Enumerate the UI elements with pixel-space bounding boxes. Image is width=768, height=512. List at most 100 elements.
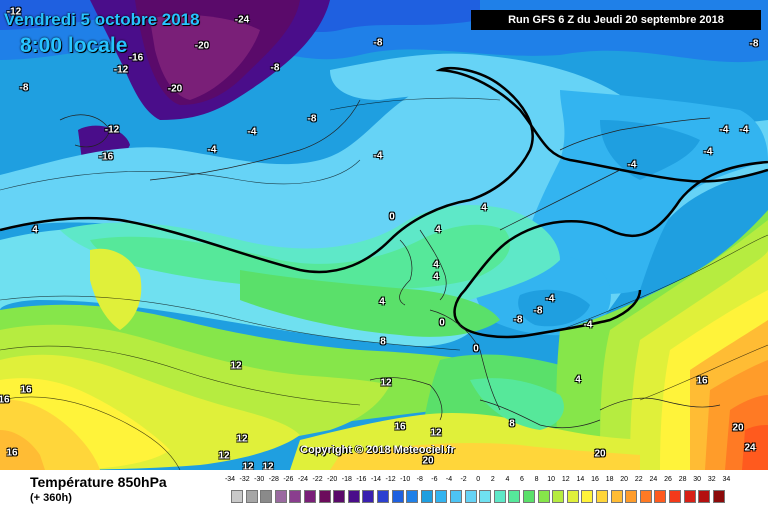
copyright: Copyright © 2018 Meteociel.fr [300, 444, 455, 456]
isotherm-label: -8 [19, 82, 29, 94]
scale-tick-label: -6 [431, 476, 438, 483]
model-run-label: Run GFS 6 Z du Jeudi 20 septembre 2018 [471, 10, 761, 30]
isotherm-label: -8 [513, 314, 523, 326]
isotherm-label: 16 [6, 447, 18, 459]
scale-color-cell [245, 490, 258, 503]
isotherm-label: 16 [394, 421, 406, 433]
scale-color-cell [347, 490, 360, 503]
scale-tick-label: 2 [490, 476, 495, 483]
scale-color-cell [274, 490, 287, 503]
isotherm-label: -4 [739, 124, 749, 136]
isotherm-label: 4 [433, 271, 439, 283]
scale-tick-label: 0 [476, 476, 481, 483]
scale-tick-label: 8 [534, 476, 539, 483]
isotherm-label: -8 [749, 38, 759, 50]
forecast-date: Vendredi 5 octobre 2018 [4, 10, 200, 29]
scale-color-cell [377, 490, 389, 503]
scale-tick-label: 12 [561, 476, 570, 483]
isotherm-label: -4 [545, 293, 555, 305]
scale-color-cell [537, 490, 550, 503]
scale-tick-label: 26 [664, 476, 672, 483]
scale-tick-label: -28 [268, 476, 279, 483]
isotherm-label: -4 [627, 159, 637, 171]
scale-tick-label: 20 [620, 476, 629, 483]
isotherm-label: -12 [113, 64, 129, 76]
scale-color-cell [420, 490, 433, 503]
isotherm-label: 8 [509, 418, 515, 430]
isotherm-label: -8 [373, 37, 383, 49]
isotherm-label: 4 [435, 224, 441, 236]
isotherm-label: 16 [696, 375, 708, 387]
isotherm-label: -4 [719, 124, 729, 136]
isotherm-label: 0 [439, 317, 445, 329]
scale-tick-label: -18 [341, 476, 352, 483]
scale-tick-label: 24 [649, 476, 658, 483]
isotherm-label: -12 [104, 124, 120, 136]
legend-subtitle: (+ 360h) [30, 492, 72, 504]
scale-tick-label: -30 [254, 476, 265, 483]
scale-tick-label: -34 [224, 476, 236, 483]
scale-color-cell [581, 490, 594, 503]
scale-color-cell [450, 490, 462, 503]
scale-tick-label: -2 [460, 476, 467, 483]
scale-color-cell [712, 490, 725, 503]
scale-tick-label: -14 [370, 476, 382, 483]
scale-color-cell [260, 490, 273, 503]
scale-tick-label: 6 [520, 476, 524, 483]
scale-color-cell [435, 490, 448, 503]
scale-tick-label: 10 [547, 476, 556, 483]
forecast-time: 8:00 locale [20, 34, 128, 57]
scale-tick-label: -16 [356, 476, 367, 483]
isotherm-label: 12 [230, 360, 242, 372]
isotherm-label: 0 [473, 343, 479, 355]
scale-color-cell [479, 490, 492, 503]
scale-tick-label: 16 [591, 476, 599, 483]
isotherm-label: -4 [247, 126, 257, 138]
isotherm-label: -12 [6, 6, 22, 18]
scale-tick-label: 34 [722, 476, 731, 483]
isotherm-label: -20 [167, 83, 183, 95]
isotherm-label: -20 [194, 40, 210, 52]
isotherm-label: 4 [433, 259, 439, 271]
isotherm-label: 8 [380, 336, 386, 348]
isotherm-label: -24 [234, 14, 250, 26]
isotherm-label: 0 [389, 211, 395, 223]
isotherm-label: 16 [20, 384, 32, 396]
scale-tick-label: -32 [239, 476, 250, 483]
scale-tick-label: -24 [297, 476, 309, 483]
scale-color-cell [231, 490, 243, 503]
scale-color-cell [362, 490, 375, 503]
scale-color-cell [508, 490, 521, 503]
scale-color-cell [318, 490, 331, 503]
scale-color-cell [654, 490, 667, 503]
scale-tick-label: -26 [283, 476, 294, 483]
scale-color-cell [639, 490, 652, 503]
isotherm-label: -16 [128, 52, 144, 64]
scale-tick-label: -22 [312, 476, 323, 483]
scale-color-cell [523, 490, 535, 503]
scale-tick-label: 18 [605, 476, 614, 483]
scale-color-cell [304, 490, 316, 503]
isotherm-label: -4 [373, 150, 383, 162]
scale-color-cell [289, 490, 302, 503]
isotherm-label: -4 [583, 319, 593, 331]
isotherm-label: 4 [481, 202, 487, 214]
scale-color-cell [391, 490, 404, 503]
scale-color-cell [625, 490, 638, 503]
scale-tick-label: 30 [693, 476, 702, 483]
isotherm-label: 4 [379, 296, 385, 308]
isotherm-label: 12 [380, 377, 392, 389]
isotherm-label: 12 [236, 433, 248, 445]
scale-tick-label: 4 [505, 476, 510, 483]
scale-color-cell [596, 490, 608, 503]
isotherm-label: -8 [270, 62, 280, 74]
isotherm-label: -8 [307, 113, 317, 125]
isotherm-label: 12 [430, 427, 442, 439]
scale-color-cell [566, 490, 579, 503]
legend-title: Température 850hPa [30, 474, 167, 490]
scale-color-cell [406, 490, 419, 503]
scale-tick-label: -20 [327, 476, 338, 483]
isotherm-label: 16 [0, 394, 10, 406]
scale-color-cell [493, 490, 506, 503]
scale-color-cell [464, 490, 477, 503]
